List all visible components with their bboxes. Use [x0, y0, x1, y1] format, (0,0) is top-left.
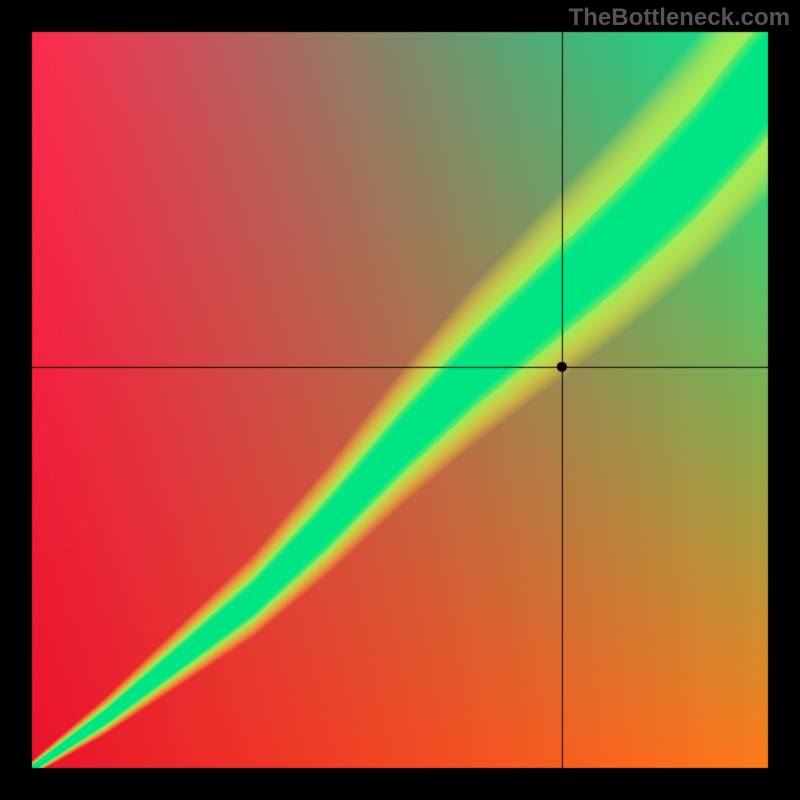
bottleneck-heatmap — [0, 0, 800, 800]
chart-container: TheBottleneck.com — [0, 0, 800, 800]
watermark-text: TheBottleneck.com — [569, 4, 790, 32]
